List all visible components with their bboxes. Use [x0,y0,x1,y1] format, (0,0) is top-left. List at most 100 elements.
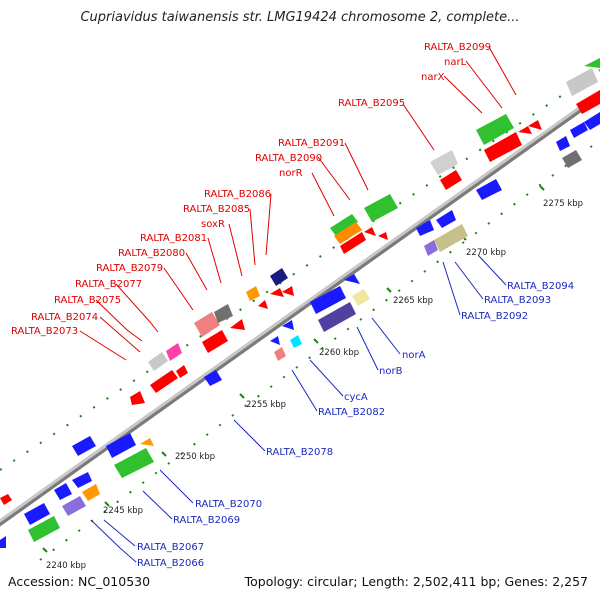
gene-arrow[interactable] [54,483,72,500]
gene-arrow[interactable] [204,370,222,386]
tick-label: 2240 kbp [46,561,86,571]
tick-label: 2260 kbp [319,348,359,358]
gene-label: RALTA_B2085 [183,204,250,215]
gene-arrow[interactable] [270,268,288,286]
tick-label: 2275 kbp [543,199,583,209]
gene-label: narL [444,57,467,68]
leader-line [115,283,159,333]
genome-backbone-shadow [0,91,600,527]
gene-arrow[interactable] [364,227,376,236]
gene-arrow[interactable] [476,114,514,145]
gene-label: RALTA_B2073 [11,326,78,337]
gene-arrow[interactable] [24,503,50,525]
gene-label: RALTA_B2091 [278,138,345,149]
gene-arrow[interactable] [114,448,154,478]
gene-arrow[interactable] [352,289,370,306]
leader-line [99,316,141,353]
bottom-gene-labels: RALTA_B2066 RALTA_B2067 RALTA_B2069 RALT… [137,281,574,569]
gene-arrow[interactable] [424,240,438,256]
gene-arrow[interactable] [318,302,356,332]
gene-arrow[interactable] [62,496,86,516]
gene-arrow[interactable] [106,433,136,458]
gene-arrow[interactable] [378,232,388,240]
gene-arrow[interactable] [528,120,542,130]
tick-mark [313,338,319,344]
gene-arrow[interactable] [82,484,100,501]
gene-arrow[interactable] [282,286,294,296]
gene-arrow[interactable] [246,286,260,301]
gene-arrow[interactable] [330,214,358,236]
gene-arrow[interactable] [290,335,302,348]
gene-arrow[interactable] [344,274,360,284]
gene-arrow[interactable] [310,286,346,314]
gene-arrow[interactable] [270,288,284,297]
gene-label: RALTA_B2070 [195,499,262,510]
gene-label: RALTA_B2066 [137,558,204,569]
gene-arrow[interactable] [476,179,502,200]
gene-arrow[interactable] [334,222,362,244]
gene-arrow[interactable] [176,365,188,378]
gene-label: cycA [344,392,368,403]
leader-line [291,369,318,412]
gene-arrow[interactable] [562,150,582,168]
gene-arrow[interactable] [72,436,96,456]
gene-arrow[interactable] [518,126,532,134]
gene-arrow[interactable] [570,122,588,138]
leader-line [311,172,335,217]
gene-arrow[interactable] [282,320,294,330]
gene-arrow[interactable] [340,232,366,254]
gene-arrow[interactable] [72,472,92,488]
gene-arrow[interactable] [148,352,168,371]
tick-mark [42,547,48,553]
gene-arrow[interactable] [258,300,268,309]
gene-arrow[interactable] [130,391,145,405]
gene-arrow[interactable] [364,194,398,222]
gene-arrow[interactable] [230,319,245,330]
gene-arrow[interactable] [436,210,456,228]
gene-arrow[interactable] [584,58,600,68]
gene-arrow[interactable] [430,150,458,175]
gene-arrow[interactable] [484,132,522,162]
gene-arrow[interactable] [556,136,570,151]
gene-label: RALTA_B2090 [255,153,322,164]
gene-arrow[interactable] [274,347,286,361]
gene-arrow[interactable] [416,220,434,236]
leader-line [249,208,256,266]
reverse-genes [0,112,600,548]
leader-line [477,254,507,286]
leader-line [163,267,194,311]
leader-line [371,317,401,355]
gene-arrow[interactable] [0,536,6,548]
gene-arrow[interactable] [202,330,228,353]
gene-arrow[interactable] [440,170,462,190]
gene-arrow[interactable] [0,494,12,505]
gene-arrow[interactable] [166,343,182,361]
tick-mark [539,185,545,191]
gene-label: RALTA_B2094 [507,281,574,292]
leader-line [142,490,173,520]
gene-arrow[interactable] [214,304,233,323]
leader-line [159,469,194,504]
genome-info-label: Topology: circular; Length: 2,502,411 bp… [244,574,588,589]
gene-arrow[interactable] [140,438,154,446]
leader-line [228,223,243,277]
gene-arrow[interactable] [576,90,600,114]
kbp-labels: 2240 kbp 2245 kbp 2250 kbp 2255 kbp 2260… [46,199,583,571]
tick-label: 2255 kbp [246,400,286,410]
gene-arrow[interactable] [194,312,220,337]
gene-arrow[interactable] [150,370,178,393]
gene-arrow[interactable] [270,336,280,345]
gene-arrow[interactable] [584,112,600,130]
gene-label: norR [279,168,303,179]
gene-arrow[interactable] [434,224,468,252]
gene-label: RALTA_B2078 [266,447,333,458]
tick-label: 2265 kbp [393,296,433,306]
leader-line [265,193,272,256]
gene-label: RALTA_B2077 [75,279,142,290]
gene-arrow[interactable] [566,68,598,96]
tick-label: 2270 kbp [466,248,506,258]
forward-genes [0,58,600,505]
gene-arrow[interactable] [28,516,60,542]
